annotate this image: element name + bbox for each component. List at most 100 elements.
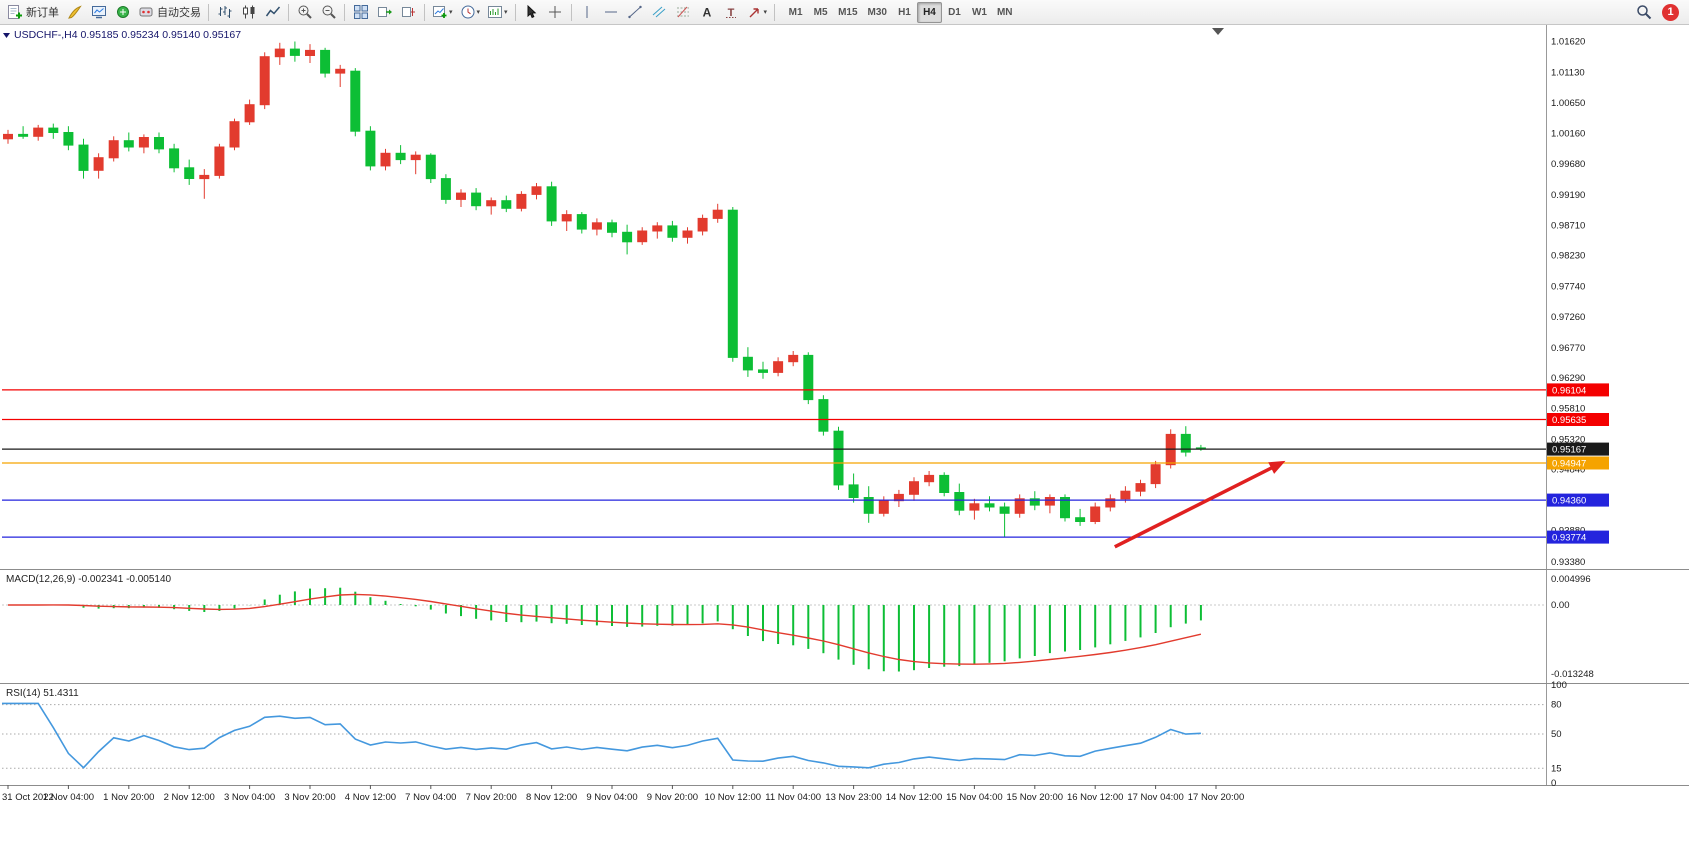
chart-shift-icon: [401, 7, 415, 17]
candle-body: [108, 140, 119, 159]
timeframe-m1-button[interactable]: M1: [783, 2, 808, 23]
candle: [199, 169, 210, 199]
candle: [123, 132, 134, 152]
time-axis-label: 13 Nov 23:00: [825, 792, 882, 803]
notification-badge[interactable]: 1: [1662, 3, 1679, 21]
trendline-button[interactable]: [624, 2, 647, 23]
candle: [63, 126, 74, 151]
candle: [1135, 479, 1146, 497]
price-tag-0.93774: 0.93774: [1547, 530, 1609, 544]
trend-arrow[interactable]: [1114, 460, 1286, 549]
time-axis-label: 15 Nov 04:00: [946, 792, 1003, 803]
candle: [546, 181, 557, 226]
periods-dropdown-button[interactable]: ▾: [457, 2, 484, 23]
candle-body: [712, 209, 723, 219]
market-watch-button[interactable]: [87, 2, 110, 23]
candle-body: [1060, 497, 1070, 519]
one-click-trading-toggle[interactable]: [3, 33, 10, 38]
candle-body: [546, 186, 557, 222]
toolbar-separator: [344, 3, 345, 21]
price-tag-bg: [1547, 413, 1609, 426]
candle: [169, 143, 180, 173]
arrows-dropdown-button[interactable]: ▾: [744, 2, 771, 23]
cursor-button[interactable]: [520, 2, 543, 23]
new-chart-button[interactable]: ▾: [429, 2, 456, 23]
dropdown-caret: ▾: [763, 8, 768, 16]
price-tag-bg: [1547, 456, 1609, 470]
candle: [335, 64, 346, 87]
price-tag-text: 0.93774: [1552, 533, 1586, 544]
templates-dropdown-button[interactable]: ▾: [484, 2, 511, 23]
compass-icon: [116, 6, 129, 18]
candle-body: [999, 506, 1010, 514]
candle: [667, 220, 678, 242]
template-icon: [488, 6, 503, 18]
zoom-in-button[interactable]: [293, 2, 316, 23]
candlestick-icon: [242, 5, 254, 19]
timeframe-m15-button[interactable]: M15: [833, 2, 862, 23]
autotrading-robot-icon: [139, 7, 153, 17]
timeframe-d1-button[interactable]: D1: [942, 2, 967, 23]
timeframe-group: M1 M5 M15 M30 H1 H4 D1 W1 MN: [783, 1, 1018, 23]
candle: [138, 134, 149, 154]
trend-arrow-line: [1114, 463, 1279, 549]
chart-window-background: [0, 25, 1689, 867]
fibonacci-button[interactable]: [672, 2, 695, 23]
line-chart-button[interactable]: [261, 2, 284, 23]
auto-scroll-button[interactable]: [373, 2, 396, 23]
chart-shift-button[interactable]: [397, 2, 420, 23]
time-axis-label: 16 Nov 12:00: [1067, 792, 1124, 803]
timeframe-h4-button[interactable]: H4: [916, 1, 942, 23]
channel-button[interactable]: [648, 2, 671, 23]
candle-body: [501, 200, 512, 209]
candle-body: [395, 152, 406, 161]
price-tag-bg: [1547, 383, 1609, 397]
metaeditor-button[interactable]: [63, 2, 86, 23]
crosshair-button[interactable]: [544, 2, 567, 23]
text-button[interactable]: A: [696, 2, 719, 23]
candle: [622, 224, 633, 255]
candle: [410, 151, 421, 175]
candle-body: [984, 503, 995, 508]
label-button[interactable]: T: [720, 2, 743, 23]
price-axis-label: 0.95810: [1551, 403, 1585, 414]
price-axis-label: 1.00160: [1551, 129, 1585, 140]
monitor-chart-icon: [91, 6, 106, 19]
bar-chart-button[interactable]: [213, 2, 236, 23]
candle-body: [471, 192, 482, 207]
candle-body: [531, 186, 542, 195]
price-tag-0.96104: 0.96104: [1547, 383, 1609, 396]
chart-area[interactable]: 1.01620 1.01130 1.00650 1.00160 0.99680 0.991…: [0, 25, 1689, 867]
timeframe-m5-button[interactable]: M5: [808, 2, 833, 23]
candle: [108, 136, 119, 162]
candle: [954, 483, 965, 516]
timeframe-w1-button[interactable]: W1: [967, 2, 992, 23]
candlestick-chart-button[interactable]: [237, 2, 260, 23]
candle: [1180, 426, 1191, 457]
timeframe-h1-button[interactable]: H1: [892, 2, 917, 23]
horizontal-line-button[interactable]: [600, 2, 623, 23]
tile-windows-button[interactable]: [349, 2, 372, 23]
search-button[interactable]: [1632, 2, 1655, 23]
price-axis-label: 1.01620: [1551, 37, 1585, 48]
candle-body: [305, 49, 315, 56]
candle-body: [1029, 498, 1040, 506]
macd-axis-label: 0.004996: [1551, 574, 1591, 585]
new-order-button[interactable]: 新订单: [4, 2, 62, 23]
candle: [984, 496, 995, 512]
chart-shift-marker[interactable]: [1212, 28, 1224, 35]
candle: [395, 145, 406, 165]
autotrading-label: 自动交易: [157, 7, 201, 19]
candle: [1090, 502, 1101, 525]
candle-body: [742, 356, 753, 371]
autotrading-button[interactable]: 自动交易: [135, 2, 204, 23]
timeframe-mn-button[interactable]: MN: [992, 2, 1018, 23]
zoom-out-button[interactable]: [317, 2, 340, 23]
timeframe-m30-button[interactable]: M30: [863, 2, 892, 23]
rsi-axis-label: 80: [1551, 700, 1562, 711]
vertical-line-button[interactable]: [576, 2, 599, 23]
candle-body: [18, 133, 29, 137]
candle: [516, 191, 527, 212]
navigator-button[interactable]: [111, 2, 134, 23]
